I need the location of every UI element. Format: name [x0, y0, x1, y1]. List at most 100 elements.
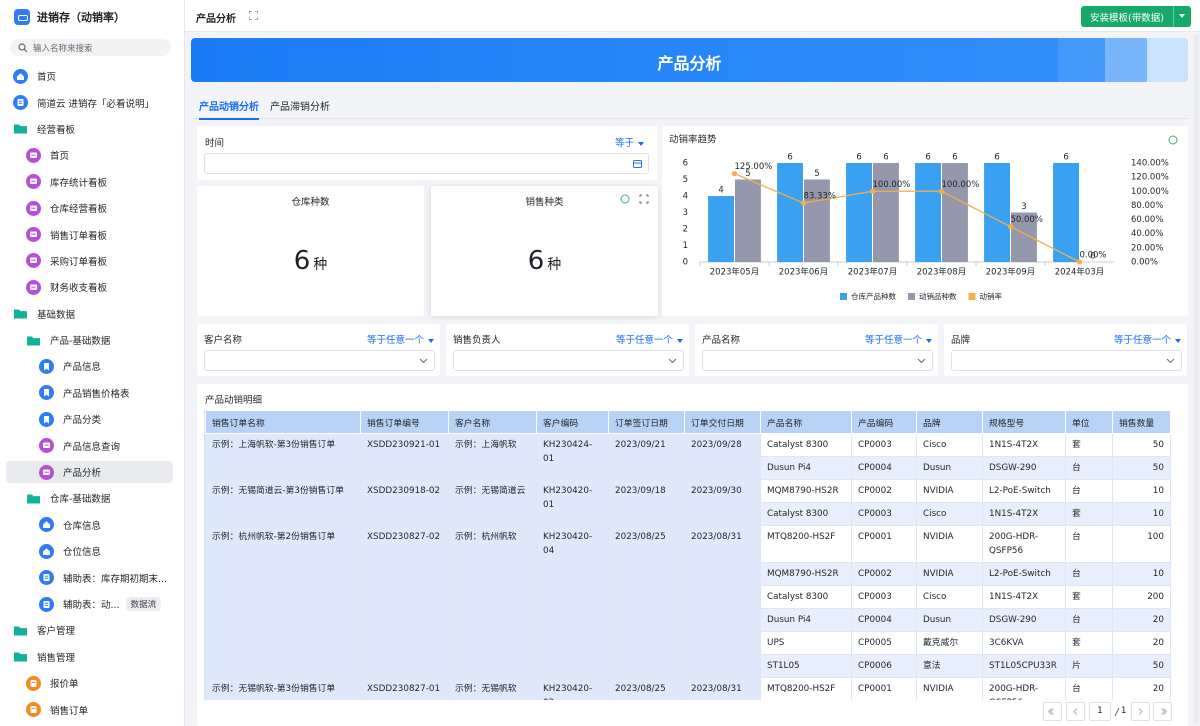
line-label: 0.00%	[1080, 251, 1107, 261]
y2-tick-label: 120.00%	[1131, 173, 1169, 183]
filter-select[interactable]	[951, 350, 1182, 371]
nav-item[interactable]: 仓库经营看板	[0, 195, 184, 221]
nav-item[interactable]: 销售订单看板	[0, 221, 184, 247]
page-button[interactable]	[1066, 702, 1085, 721]
page-button[interactable]	[1153, 702, 1172, 721]
nav-item[interactable]: 仓库信息	[0, 512, 184, 538]
nav-item[interactable]: 产品-基础数据	[0, 327, 184, 353]
item-cell: NVIDIA	[916, 562, 983, 586]
nav-item[interactable]: 产品销售价格表	[0, 380, 184, 406]
nav-item[interactable]: 仓库-基础数据	[0, 485, 184, 511]
nav-item[interactable]: 辅助表：动... 数据流	[0, 591, 184, 617]
nav-icon	[39, 358, 54, 374]
item-cell: Catalyst 8300	[760, 585, 852, 609]
nav-item[interactable]: 产品分类	[0, 406, 184, 432]
nav-list: 首页 简道云 进销存「必看说明」 经营看板 首页 库存统计看板 仓库经营看板 销售订单看板采…	[0, 63, 184, 723]
install-dropdown[interactable]	[1173, 6, 1191, 27]
nav-item[interactable]: 经营看板	[0, 116, 184, 142]
filter-operator[interactable]: 等于任意一个	[1114, 332, 1181, 346]
page-current: 1	[1097, 706, 1103, 716]
filter-operator[interactable]: 等于任意一个	[367, 332, 434, 346]
nav-item[interactable]: 产品信息	[0, 353, 184, 379]
nav-item[interactable]: 基础数据	[0, 301, 184, 327]
nav-item[interactable]: 报价单	[0, 670, 184, 696]
y2-tick-label: 0.00%	[1131, 258, 1158, 268]
nav-item[interactable]: 简道云 进销存「必看说明」	[0, 89, 184, 115]
column-header: 销售订单名称	[205, 410, 361, 434]
nav-item[interactable]: 产品分析	[0, 459, 184, 485]
page-input[interactable]: 1	[1089, 702, 1111, 721]
table-title: 产品动销明细	[205, 395, 263, 406]
filter-operator[interactable]: 等于任意一个	[616, 332, 683, 346]
nav-label: 产品分析	[63, 468, 102, 480]
y2-tick-label: 40.00%	[1131, 229, 1163, 239]
nav-label: 财务收支看板	[50, 283, 108, 295]
order-cell: 2023/08/25	[608, 525, 685, 678]
app-header: 进销存（动销率）	[14, 8, 125, 26]
page-arrow-part	[1047, 708, 1054, 715]
nav-item[interactable]: 仓位信息	[0, 538, 184, 564]
item-cell: 台	[1065, 608, 1113, 632]
bar-label: 6	[856, 153, 861, 163]
bar	[915, 163, 941, 262]
nav-item[interactable]: 首页	[0, 63, 184, 89]
y2-tick-label: 60.00%	[1131, 215, 1163, 225]
item-cell: CP0005	[851, 631, 917, 655]
info-icon[interactable]	[1168, 135, 1178, 145]
nav-item[interactable]: 产品信息查询	[0, 432, 184, 458]
card-tools[interactable]	[620, 194, 652, 204]
filter-select[interactable]	[702, 350, 933, 371]
nav-icon	[13, 68, 28, 84]
item-cell: 1N1S-4T2X	[982, 585, 1066, 609]
kpi-label: 销售种类	[525, 197, 564, 208]
item-cell: 10	[1112, 502, 1171, 526]
y-tick-label: 5	[683, 175, 688, 185]
filter-label: 销售负责人	[453, 335, 501, 346]
bar-label: 5	[745, 169, 750, 179]
tab[interactable]: 产品动销分析	[199, 98, 259, 120]
item-cell: 戴克威尔	[916, 631, 983, 655]
nav-tag: 数据流	[125, 597, 162, 611]
install-button[interactable]: 安装模板(带数据)	[1081, 6, 1173, 27]
nav-label: 首页	[37, 72, 57, 84]
bar	[873, 163, 899, 262]
page-separator-part	[1114, 707, 1120, 717]
filter-select[interactable]	[453, 350, 684, 371]
nav-label: 首页	[50, 151, 70, 163]
nav-item[interactable]: 销售订单	[0, 696, 184, 722]
y2-tick-label: 100.00%	[1131, 187, 1169, 197]
item-cell: CP0006	[851, 654, 917, 678]
fullscreen-icon[interactable]	[249, 11, 258, 20]
item-cell: 套	[1065, 433, 1113, 457]
nav-item[interactable]: 财务收支看板	[0, 274, 184, 300]
nav-item[interactable]: 库存统计看板	[0, 169, 184, 195]
banner-deco	[1058, 38, 1105, 82]
banner-deco	[1105, 38, 1147, 82]
page-button[interactable]	[1131, 702, 1150, 721]
nav-item[interactable]: 首页	[0, 142, 184, 168]
nav-item[interactable]: 客户管理	[0, 617, 184, 643]
nav-label: 采购订单看板	[50, 256, 108, 268]
filter-select[interactable]	[204, 350, 435, 371]
nav-icon	[13, 95, 28, 111]
page-button[interactable]	[1043, 702, 1062, 721]
item-cell: 台	[1065, 456, 1113, 480]
select-arrow	[1166, 358, 1175, 364]
nav-item[interactable]: 采购订单看板	[0, 248, 184, 274]
nav-item[interactable]: 辅助表：库存期初期末...	[0, 564, 184, 590]
item-cell: L2-PoE-Switch	[982, 479, 1066, 503]
bar-label: 3	[1021, 202, 1026, 212]
search-box[interactable]: 输入名称来搜索	[10, 39, 171, 56]
table-head: 销售订单名称 销售订单编号 客户名称 客户编码 订单签订日期 订单交付日期 产品名称 产品编码…	[205, 410, 1171, 434]
select-arrow	[419, 358, 428, 364]
item-cell: MQM8790-HS2R	[760, 562, 852, 586]
date-input[interactable]	[204, 153, 649, 174]
nav-icon	[26, 675, 41, 691]
filter-operator[interactable]: 等于	[615, 135, 644, 149]
tab[interactable]: 产品滞销分析	[270, 102, 330, 113]
filter-operator[interactable]: 等于任意一个	[865, 332, 932, 346]
nav-item[interactable]: 销售管理	[0, 644, 184, 670]
scrollbar[interactable]	[1194, 34, 1199, 724]
nav-label: 简道云 进销存「必看说明」	[37, 98, 155, 110]
